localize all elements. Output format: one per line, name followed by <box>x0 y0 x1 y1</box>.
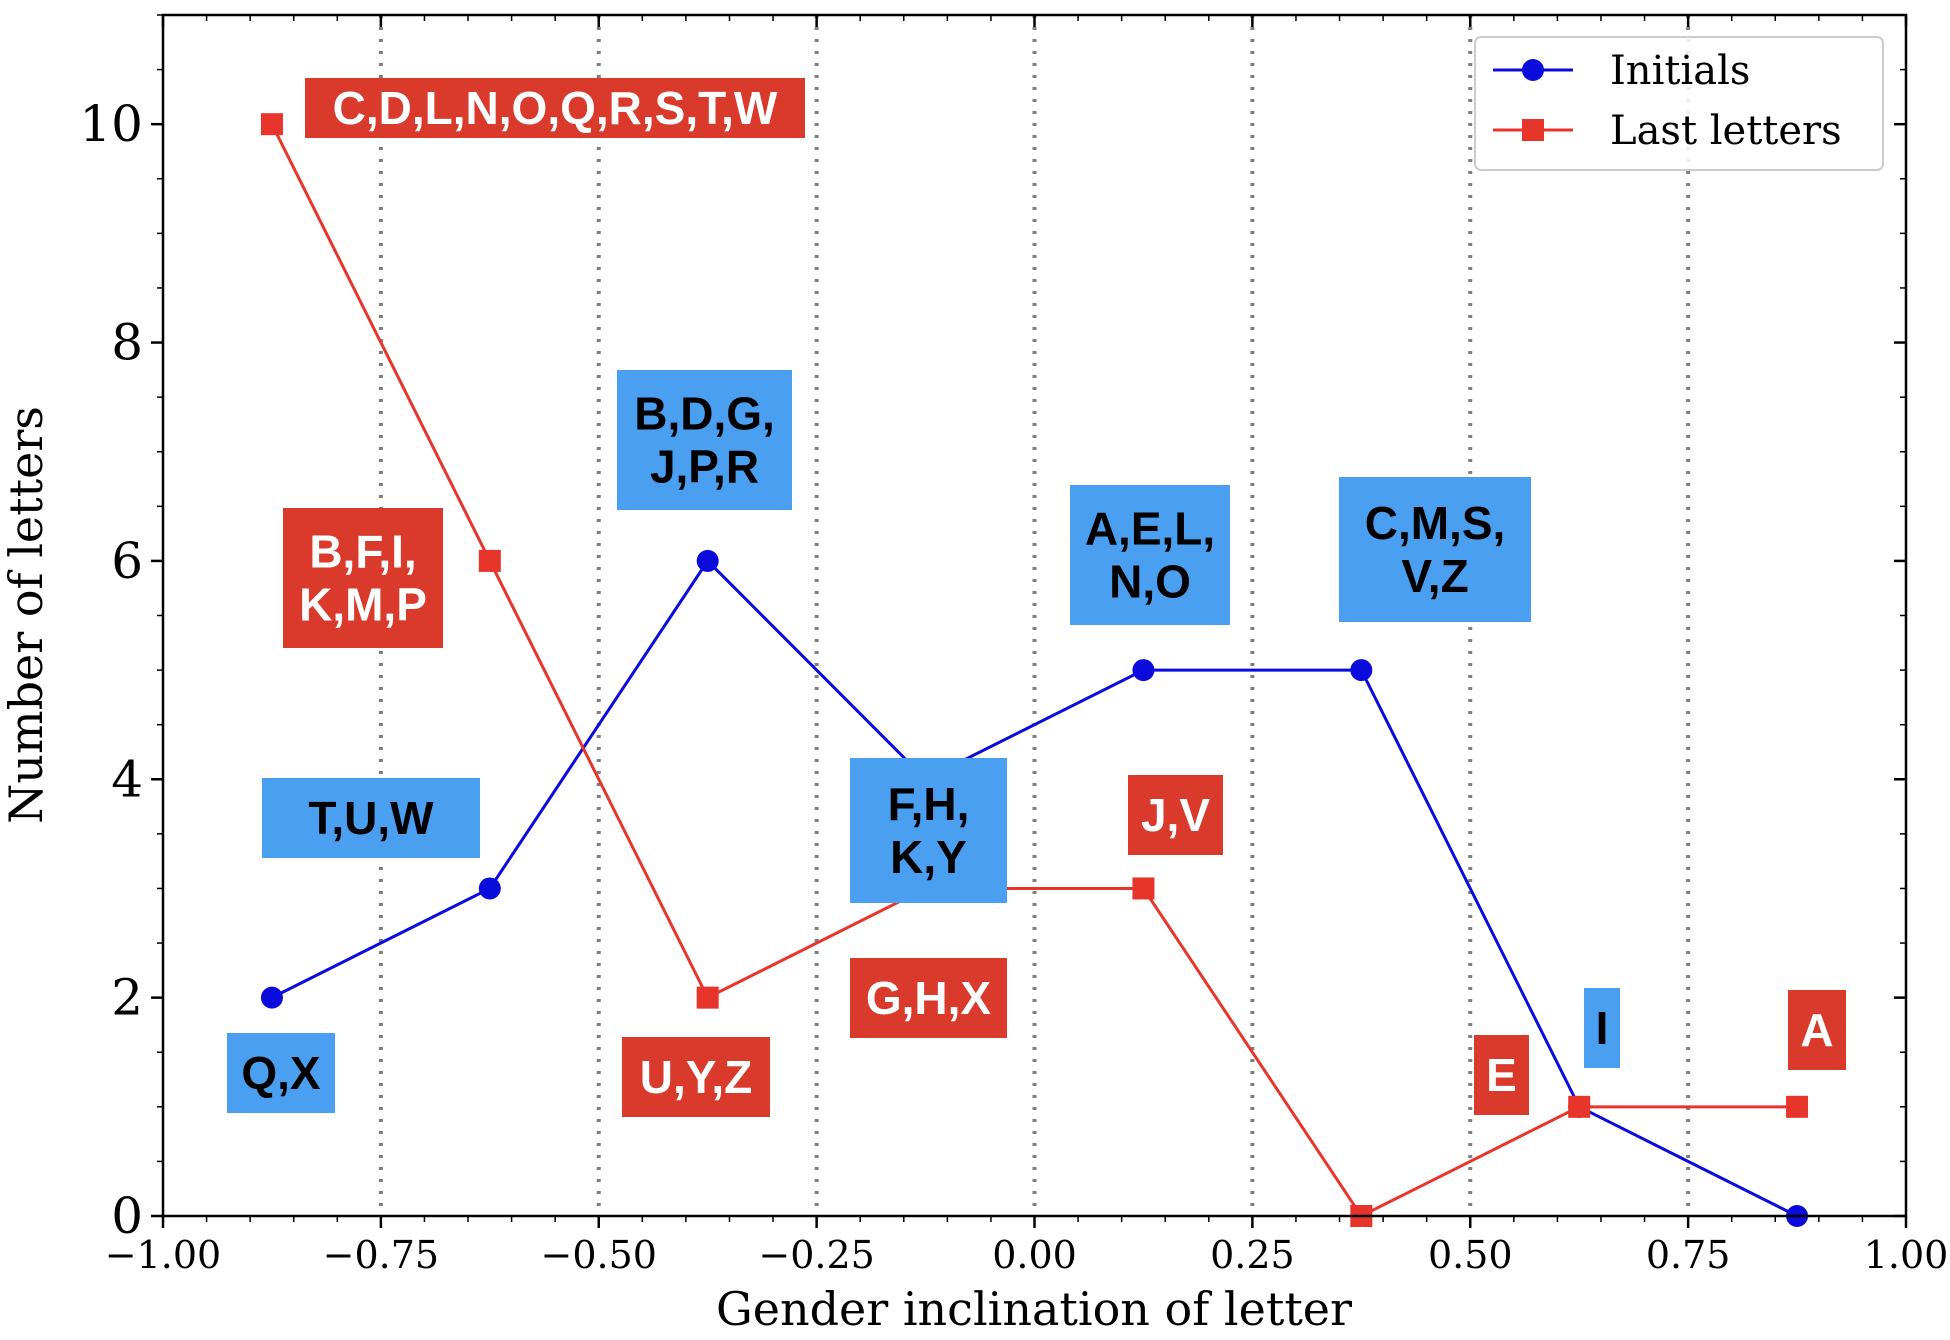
y-tick-label: 6 <box>111 532 143 590</box>
legend-entry: Last letters <box>1493 108 1842 154</box>
letter-annotations: C,D,L,N,O,Q,R,S,T,W B,F,I,K,M,P B,D,G,J,P,… <box>227 78 1846 1117</box>
annotation-label: B,F,I, <box>309 526 416 578</box>
annotation-label: E <box>1486 1049 1517 1101</box>
annotation-label: U,Y,Z <box>640 1051 752 1103</box>
annotation-box: E <box>1474 1035 1529 1115</box>
annotation-box: B,F,I,K,M,P <box>283 508 443 648</box>
x-tick-label: −1.00 <box>105 1233 221 1277</box>
annotation-box: G,H,X <box>850 958 1007 1038</box>
legend-circle-marker <box>1522 59 1544 81</box>
annotation-background <box>227 1033 335 1113</box>
annotation-box: C,M,S,V,Z <box>1339 477 1531 622</box>
annotation-box: B,D,G,J,P,R <box>617 370 792 510</box>
legend-entry: Initials <box>1493 48 1750 94</box>
series-line-initials <box>271 558 1798 1218</box>
axes: −1.00 −0.75 −0.50 −0.25 0.00 0.25 0.50 0.75 1.00… <box>79 13 1949 1277</box>
initials-point <box>1350 659 1373 682</box>
last-letters-point <box>696 986 719 1009</box>
annotation-background <box>1584 988 1620 1068</box>
annotation-label: A <box>1800 1004 1833 1056</box>
annotation-box: A,E,L,N,O <box>1070 485 1230 625</box>
legend-square-marker <box>1522 119 1544 141</box>
y-tick-label: 4 <box>111 750 143 808</box>
annotation-background <box>305 78 805 138</box>
last-letters-point <box>478 549 501 572</box>
y-tick-label: 0 <box>111 1187 143 1245</box>
annotation-box: A <box>1788 990 1846 1070</box>
annotation-background <box>1070 485 1230 625</box>
annotation-label: K,Y <box>890 831 967 883</box>
annotation-box: C,D,L,N,O,Q,R,S,T,W <box>305 78 805 138</box>
annotation-label: C,D,L,N,O,Q,R,S,T,W <box>333 82 778 134</box>
annotation-label: I <box>1596 1002 1609 1054</box>
initials-point <box>1132 659 1155 682</box>
series-line-last-letters <box>270 123 1798 1218</box>
annotation-label: B,D,G, <box>634 388 775 440</box>
annotation-label: K,M,P <box>299 579 427 631</box>
annotation-label: J,V <box>1141 789 1210 841</box>
initials-point <box>478 877 501 900</box>
x-tick-label: 0.00 <box>992 1233 1077 1277</box>
annotation-label: A,E,L, <box>1085 503 1215 555</box>
annotation-label: N,O <box>1109 556 1191 608</box>
legend-frame <box>1474 36 1884 171</box>
y-axis-title: Number of letters <box>0 406 53 824</box>
x-tick-label: 1.00 <box>1864 1233 1949 1277</box>
last-letters-point <box>1568 1095 1591 1118</box>
y-tick-label: 10 <box>79 95 143 153</box>
annotation-label: C,M,S, <box>1365 497 1506 549</box>
annotation-label: F,H, <box>888 778 970 830</box>
legend-label: Last letters <box>1610 108 1842 154</box>
annotation-background <box>283 508 443 648</box>
annotation-background <box>622 1037 770 1117</box>
annotation-label: T,U,W <box>308 792 434 844</box>
initials-point <box>696 549 719 572</box>
last-letters-point <box>260 113 283 136</box>
annotation-label: V,Z <box>1401 550 1468 602</box>
annotation-background <box>617 370 792 510</box>
annotation-box: F,H,K,Y <box>850 758 1007 903</box>
annotation-background <box>1339 477 1531 622</box>
annotation-background <box>262 778 480 858</box>
x-tick-label: −0.25 <box>758 1233 874 1277</box>
annotation-box: T,U,W <box>262 778 480 858</box>
annotation-background <box>850 758 1007 903</box>
y-tick-label: 2 <box>111 969 143 1027</box>
x-tick-label: 0.75 <box>1646 1233 1731 1277</box>
annotation-background <box>1788 990 1846 1070</box>
y-tick-label: 8 <box>111 314 143 372</box>
initials-point <box>260 986 283 1009</box>
annotation-box: J,V <box>1128 775 1223 855</box>
last-letters-point <box>1786 1095 1809 1118</box>
annotation-background <box>1128 775 1223 855</box>
x-axis-title: Gender inclination of letter <box>716 1282 1352 1336</box>
annotation-label: Q,X <box>241 1047 321 1099</box>
annotation-label: G,H,X <box>866 972 992 1024</box>
x-tick-label: 0.50 <box>1428 1233 1513 1277</box>
legend-label: Initials <box>1610 48 1750 94</box>
x-tick-label: −0.50 <box>541 1233 657 1277</box>
x-tick-label: 0.25 <box>1210 1233 1295 1277</box>
annotation-box: Q,X <box>227 1033 335 1113</box>
x-tick-label: −0.75 <box>323 1233 439 1277</box>
annotation-box: I <box>1584 988 1620 1068</box>
annotation-background <box>850 958 1007 1038</box>
annotation-background <box>1474 1035 1529 1115</box>
annotation-label: J,P,R <box>650 441 759 493</box>
last-letters-point <box>1132 877 1155 900</box>
legend: Initials Last letters <box>1474 36 1884 171</box>
annotation-box: U,Y,Z <box>622 1037 770 1117</box>
